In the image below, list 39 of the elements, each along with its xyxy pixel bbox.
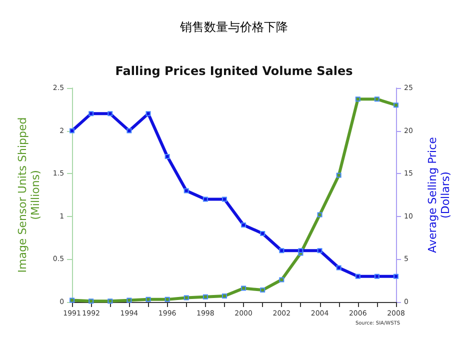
point (260, 288, 266, 293)
point (241, 286, 246, 291)
y2-axis-title: Average Selling Price (Dollars) (426, 136, 452, 253)
point (355, 274, 360, 279)
point (108, 111, 113, 116)
point (394, 274, 398, 279)
point (222, 294, 227, 299)
point (336, 172, 342, 178)
point (70, 298, 75, 303)
point (394, 102, 398, 108)
point (164, 154, 170, 159)
point (355, 96, 360, 102)
point (374, 274, 380, 279)
chart-subtitle: Falling Prices Ignited Volume Sales (115, 64, 353, 78)
point (184, 295, 189, 300)
point (336, 265, 342, 270)
point (298, 248, 304, 254)
y-axis-title: Image Sensor Units Shipped (Millions) (16, 117, 42, 273)
point (317, 212, 322, 218)
point (317, 248, 322, 254)
point (241, 222, 246, 228)
point (374, 96, 380, 102)
point (164, 296, 170, 302)
point (146, 296, 151, 302)
point (279, 248, 284, 254)
point (146, 111, 151, 116)
point (222, 196, 227, 202)
point (126, 298, 132, 303)
point (126, 128, 132, 134)
point (108, 298, 113, 304)
point (70, 128, 75, 134)
point (202, 294, 208, 300)
point (260, 231, 266, 236)
point (184, 188, 189, 194)
point (88, 298, 94, 304)
point (88, 111, 94, 116)
chart-title: 销售数量与价格下降 (179, 20, 288, 34)
point (279, 277, 284, 282)
point (202, 196, 208, 202)
